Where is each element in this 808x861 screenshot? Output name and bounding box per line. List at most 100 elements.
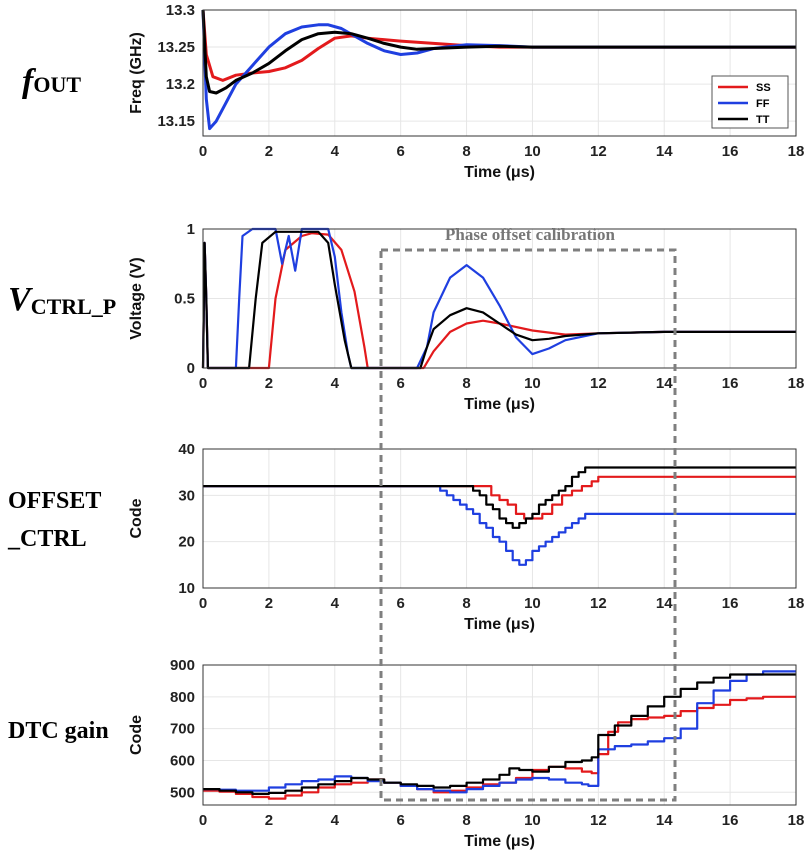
vctrl-ylabel: Voltage (V) xyxy=(128,257,145,339)
dtc-xtick-label: 12 xyxy=(590,812,607,829)
dtc-series-tt xyxy=(203,673,796,796)
fout-xtick-label: 4 xyxy=(331,143,340,160)
fout-label: fOUT xyxy=(22,63,81,100)
offset-ytick-label: 40 xyxy=(178,441,195,458)
vctrl-label: VCTRL_P xyxy=(8,281,116,319)
vctrl-chart: 00.51 0 2 4 6 8 10 12 14 16 18 Voltage (V) Time (… xyxy=(128,221,804,413)
calibration-annotation: Phase offset calibration xyxy=(445,225,616,244)
dtc-xtick-label: 6 xyxy=(396,812,404,829)
vctrl-xtick-label: 4 xyxy=(331,375,340,392)
vctrl-xticks: 0 2 4 6 8 10 12 14 16 18 xyxy=(199,375,805,392)
dtc-yticks: 500 600 700 800 900 xyxy=(170,657,195,801)
legend-label-ff: FF xyxy=(756,98,770,110)
offset-series-tt xyxy=(203,466,796,529)
offset-series-ss xyxy=(203,475,796,520)
vctrl-xlabel: Time (μs) xyxy=(464,396,535,413)
dtc-label: DTC gain xyxy=(8,718,109,744)
offset-xtick-label: 4 xyxy=(331,595,340,612)
offset-ytick-label: 10 xyxy=(178,580,195,597)
fout-xlabel: Time (μs) xyxy=(464,164,535,181)
fout-series-ff xyxy=(201,9,796,131)
dtc-xtick-label: 8 xyxy=(462,812,470,829)
fout-xtick-label: 6 xyxy=(396,143,404,160)
vctrl-xtick-label: 10 xyxy=(524,375,541,392)
vctrl-xtick-label: 12 xyxy=(590,375,607,392)
offset-xtick-label: 2 xyxy=(265,595,273,612)
dtc-ylabel: Code xyxy=(128,715,145,755)
offset-xtick-label: 10 xyxy=(524,595,541,612)
dtc-xtick-label: 10 xyxy=(524,812,541,829)
fout-plot-frame xyxy=(202,9,797,137)
fout-legend: SS FF TT xyxy=(711,75,789,129)
fout-xtick-label: 2 xyxy=(265,143,273,160)
dtc-ytick-label: 500 xyxy=(170,784,195,801)
dtc-xtick-label: 14 xyxy=(656,812,673,829)
dtc-xtick-label: 0 xyxy=(199,812,207,829)
offset-yticks: 10 20 30 40 xyxy=(178,441,195,597)
offset-label-line1: OFFSET xyxy=(8,488,101,514)
vctrl-series-ff xyxy=(201,227,796,370)
vctrl-ytick-label: 0 xyxy=(187,360,195,377)
calibration-region-box xyxy=(379,248,677,802)
offset-series-ff xyxy=(203,485,796,566)
dtc-series-group xyxy=(203,670,796,800)
vctrl-ytick-label: 1 xyxy=(187,221,195,238)
fout-ytick-label: 13.25 xyxy=(157,39,195,56)
dtc-chart: 500 600 700 800 900 0 2 4 6 8 10 12 14 16 18 Code Tim… xyxy=(128,657,804,850)
fout-series-tt xyxy=(201,9,796,95)
offset-xtick-label: 6 xyxy=(396,595,404,612)
offset-xtick-label: 14 xyxy=(656,595,673,612)
vctrl-xtick-label: 6 xyxy=(396,375,404,392)
offset-xtick-label: 0 xyxy=(199,595,207,612)
fout-series-group xyxy=(201,9,796,131)
vctrl-xtick-label: 2 xyxy=(265,375,273,392)
offset-series-group xyxy=(203,466,796,566)
vctrl-xtick-label: 0 xyxy=(199,375,207,392)
dtc-xtick-label: 18 xyxy=(788,812,805,829)
dtc-ytick-label: 900 xyxy=(170,657,195,674)
vctrl-ytick-label: 0.5 xyxy=(174,291,195,308)
offset-xtick-label: 8 xyxy=(462,595,470,612)
fout-xtick-label: 18 xyxy=(788,143,805,160)
fout-grid xyxy=(202,9,797,136)
fout-yticks: 13.15 13.2 13.25 13.3 xyxy=(157,2,195,130)
offset-xticks: 0 2 4 6 8 10 12 14 16 18 xyxy=(199,595,805,612)
fout-xtick-label: 0 xyxy=(199,143,207,160)
fout-chart: 13.15 13.2 13.25 13.3 0 2 4 6 8 10 12 14 16 18 Freq … xyxy=(128,2,804,181)
fout-xtick-label: 12 xyxy=(590,143,607,160)
dtc-xtick-label: 16 xyxy=(722,812,739,829)
dtc-series-ff xyxy=(203,670,796,794)
dtc-xticks: 0 2 4 6 8 10 12 14 16 18 xyxy=(199,812,805,829)
offset-plot-frame xyxy=(202,448,797,589)
fout-xtick-label: 14 xyxy=(656,143,673,160)
fout-ytick-label: 13.15 xyxy=(157,113,195,130)
dtc-ytick-label: 700 xyxy=(170,721,195,738)
vctrl-xtick-label: 16 xyxy=(722,375,739,392)
fout-ytick-label: 13.2 xyxy=(166,76,195,93)
offset-xtick-label: 12 xyxy=(590,595,607,612)
legend-label-ss: SS xyxy=(756,82,771,94)
dtc-ytick-label: 800 xyxy=(170,689,195,706)
offset-ytick-label: 30 xyxy=(178,487,195,504)
offset-label-line2: _CTRL xyxy=(7,526,87,552)
vctrl-yticks: 00.51 xyxy=(174,221,195,377)
offset-xtick-label: 18 xyxy=(788,595,805,612)
vctrl-xtick-label: 18 xyxy=(788,375,805,392)
legend-label-tt: TT xyxy=(756,114,770,126)
dtc-xlabel: Time (μs) xyxy=(464,833,535,850)
vctrl-xtick-label: 14 xyxy=(656,375,673,392)
vctrl-plot-frame xyxy=(202,228,797,369)
dtc-xtick-label: 2 xyxy=(265,812,273,829)
dtc-plot-frame xyxy=(202,664,797,806)
fout-ylabel: Freq (GHz) xyxy=(128,32,145,114)
dtc-ytick-label: 600 xyxy=(170,752,195,769)
dtc-xtick-label: 4 xyxy=(331,812,340,829)
offset-ylabel: Code xyxy=(128,498,145,538)
offset-xlabel: Time (μs) xyxy=(464,616,535,633)
fout-xtick-label: 10 xyxy=(524,143,541,160)
fout-ytick-label: 13.3 xyxy=(166,2,195,19)
offset-xtick-label: 16 xyxy=(722,595,739,612)
offset-chart: 10 20 30 40 0 2 4 6 8 10 12 14 16 18 Code Time (μs) xyxy=(128,441,804,633)
fout-xticks: 0 2 4 6 8 10 12 14 16 18 xyxy=(199,143,805,160)
